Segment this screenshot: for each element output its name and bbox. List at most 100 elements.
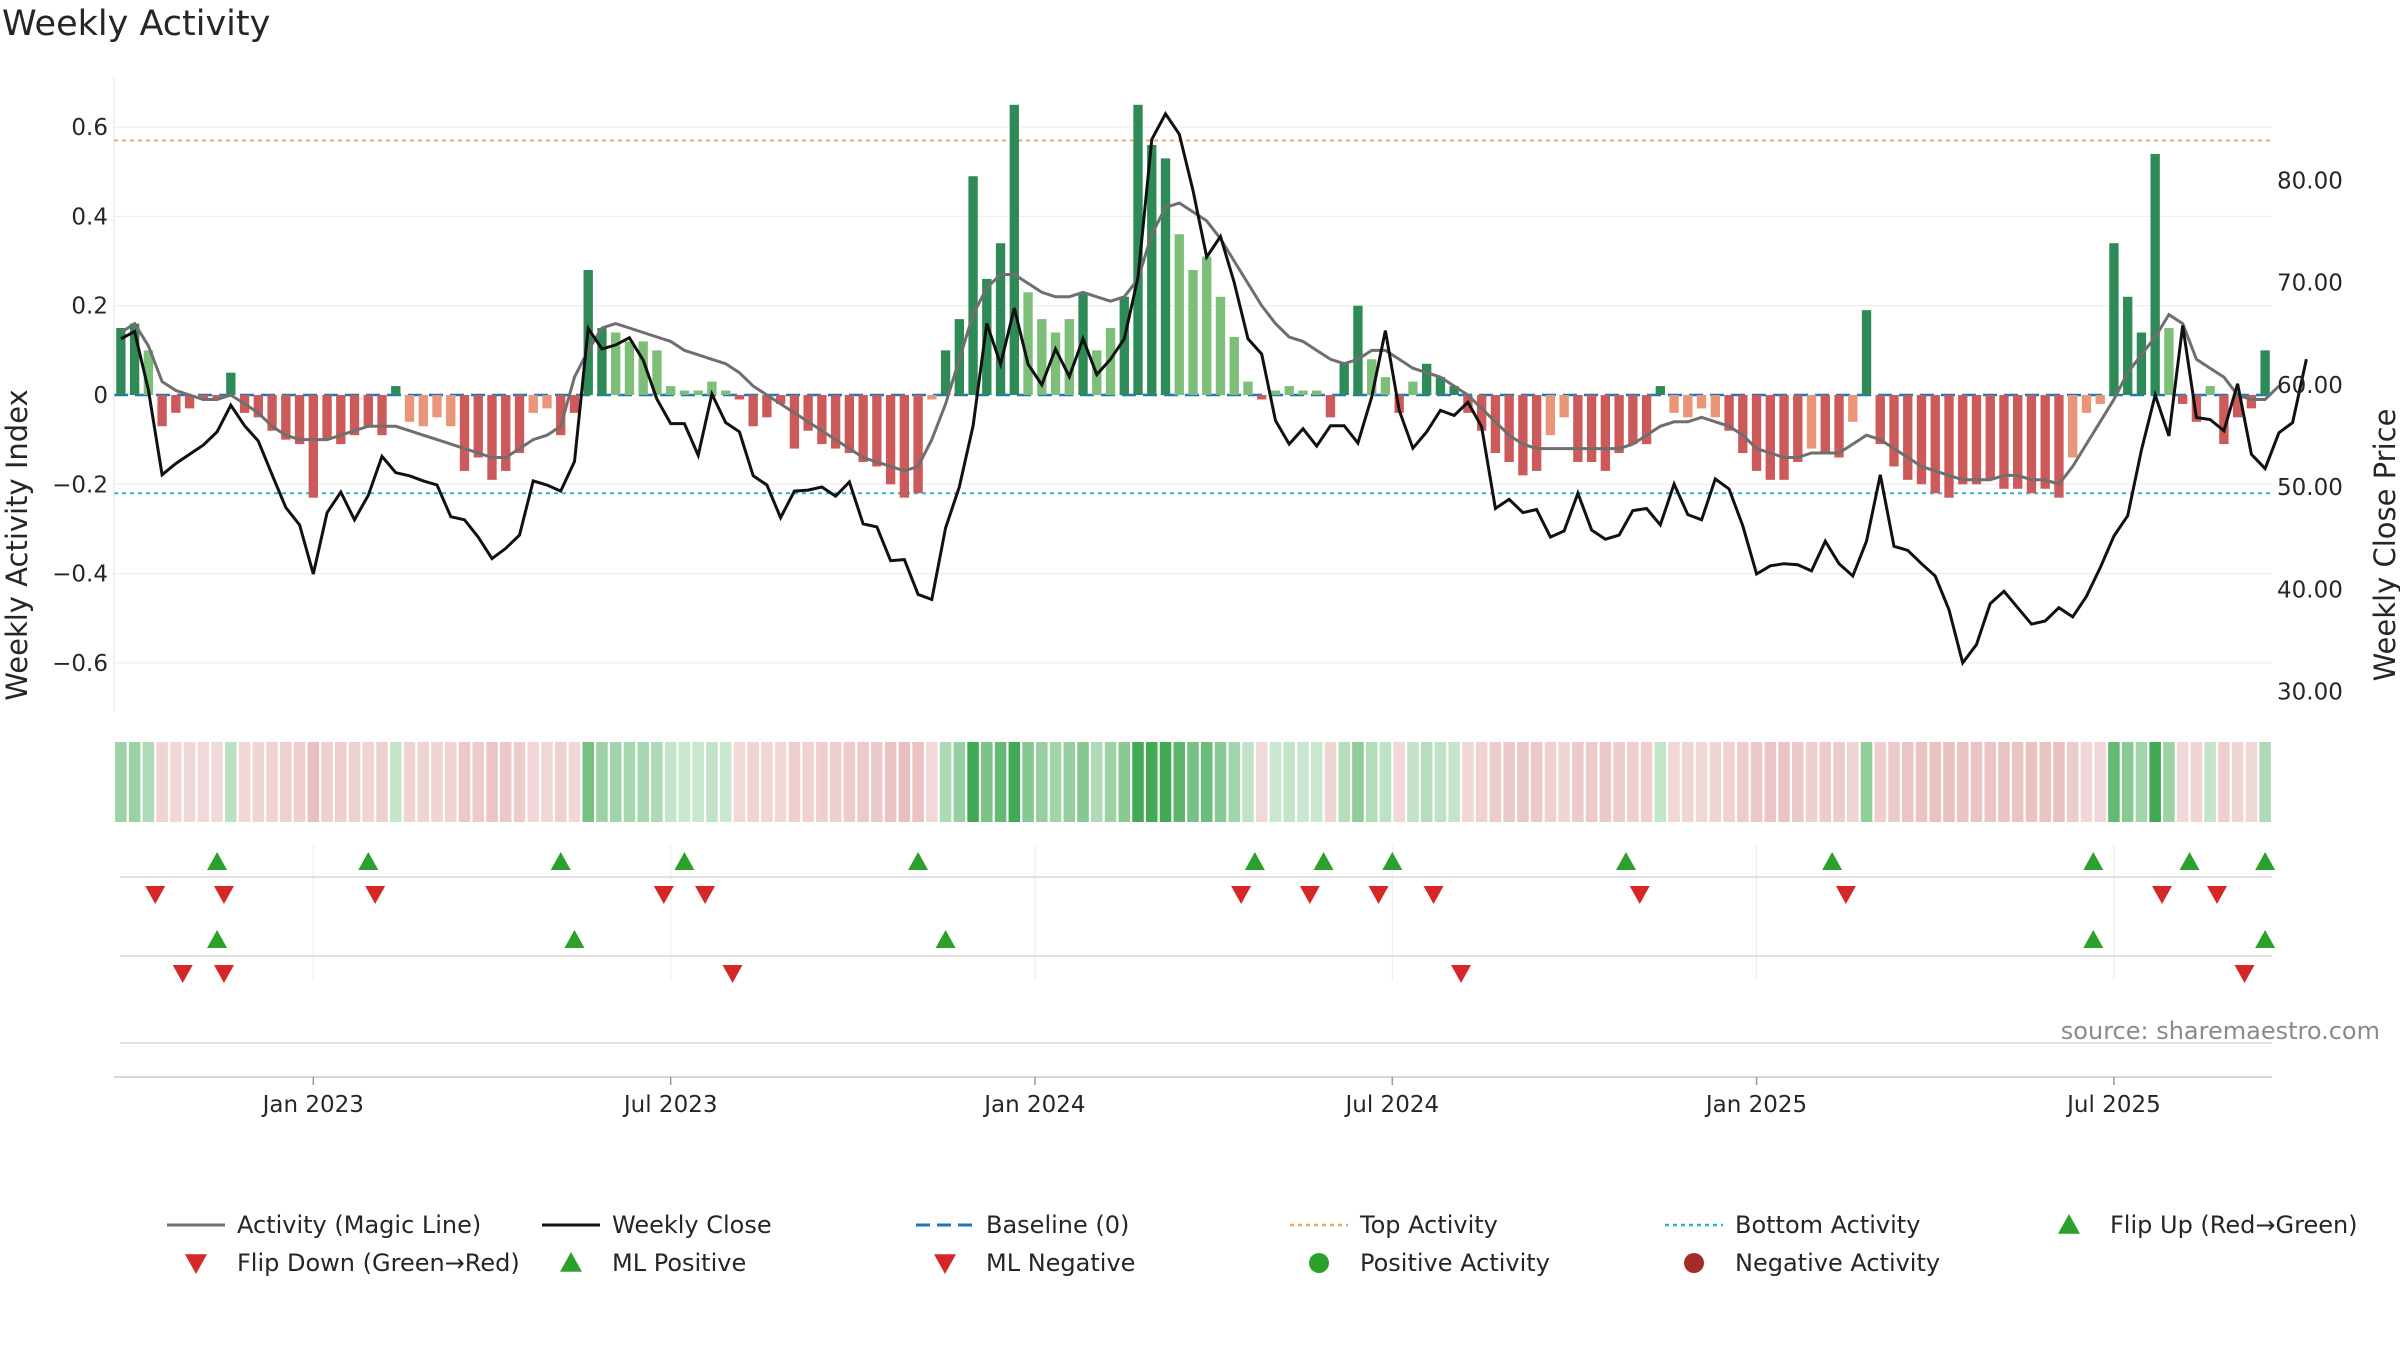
ml-positive-marker	[2255, 930, 2276, 948]
activity-bar	[1339, 363, 1349, 395]
activity-strip-cell	[2053, 742, 2065, 822]
activity-strip-cell	[1214, 742, 1227, 822]
activity-strip-cell	[266, 742, 278, 822]
activity-bar	[2109, 243, 2119, 395]
activity-bar	[995, 243, 1006, 395]
activity-strip-cell	[1764, 742, 1777, 822]
flip-down-marker	[2152, 886, 2173, 904]
activity-strip-cell	[1874, 742, 1887, 822]
activity-strip-cell	[1668, 742, 1680, 822]
activity-bar	[212, 395, 222, 400]
activity-bars	[116, 104, 2270, 498]
activity-bar	[830, 395, 841, 449]
flip-up-marker	[1382, 852, 1403, 870]
activity-strip-cell	[2080, 742, 2093, 822]
activity-bar	[817, 395, 827, 445]
activity-strip-cell	[747, 742, 759, 822]
activity-bar	[1930, 395, 1940, 494]
flip-up-marker	[2083, 852, 2104, 870]
legend-label: ML Positive	[612, 1249, 746, 1277]
activity-bar	[1614, 395, 1624, 454]
activity-bar	[459, 395, 470, 471]
activity-strip-cell	[664, 742, 677, 822]
activity-strip-cell	[1915, 742, 1928, 822]
activity-bar	[2232, 395, 2243, 418]
activity-bar	[1820, 395, 1830, 454]
activity-bar	[927, 395, 937, 400]
flip-down-marker	[1423, 886, 1444, 904]
activity-strip-cell	[197, 742, 210, 822]
activity-bar	[2081, 395, 2092, 413]
activity-strip-cell	[541, 742, 553, 822]
activity-bar	[775, 395, 786, 404]
y-tick-label: 0.2	[71, 294, 108, 320]
flip-down-marker	[1629, 886, 1650, 904]
activity-strip-cell	[1448, 742, 1460, 822]
activity-bar	[1160, 158, 1171, 395]
activity-strip-cell	[1187, 742, 1199, 822]
activity-strip-cell	[1599, 742, 1612, 822]
activity-strip-cell	[2204, 742, 2216, 822]
activity-bar	[1270, 390, 1281, 395]
activity-strip-cell	[871, 742, 883, 822]
activity-strip-cell	[568, 742, 581, 822]
activity-strip-cell	[1407, 742, 1419, 822]
activity-bar	[638, 341, 648, 395]
ml-positive-marker	[207, 930, 228, 948]
activity-strip-cell	[1228, 742, 1241, 822]
y-tick-label: −0.4	[52, 562, 108, 588]
activity-strip-cell	[1778, 742, 1790, 822]
x-tick-label: Jul 2025	[2065, 1092, 2161, 1118]
activity-strip-cell	[458, 742, 471, 822]
flip-up-marker	[207, 852, 228, 870]
activity-bar	[913, 395, 923, 494]
activity-bar	[1738, 395, 1748, 454]
legend-label: Activity (Magic Line)	[237, 1211, 481, 1239]
activity-bar	[1133, 104, 1143, 396]
activity-bar	[1353, 305, 1363, 395]
ml-negative-marker	[213, 965, 234, 983]
activity-strip-cell	[321, 742, 333, 822]
activity-strip-cell	[1819, 742, 1832, 822]
activity-strip-cell	[981, 742, 993, 822]
activity-bar	[624, 341, 635, 395]
activity-bar	[487, 395, 497, 480]
activity-bar	[858, 395, 868, 462]
y2-tick-label: 50.00	[2277, 475, 2343, 501]
activity-strip-cell	[1503, 742, 1515, 822]
activity-bar	[2246, 395, 2257, 409]
y2-axis-label: Weekly Close Price	[2368, 409, 2400, 682]
activity-strip-cell	[376, 742, 388, 822]
activity-strip-cell	[307, 742, 320, 822]
flip-down-marker	[213, 886, 234, 904]
flip-markers	[120, 852, 2276, 1044]
activity-strip-cell	[1091, 742, 1103, 822]
activity-strip-cell	[472, 742, 485, 822]
activity-strip-cell	[637, 742, 649, 822]
activity-strip-cell	[1846, 742, 1859, 822]
activity-bar	[171, 395, 181, 413]
activity-strip-cell	[2094, 742, 2106, 822]
activity-bar	[404, 395, 415, 422]
activity-bar	[1284, 386, 1294, 395]
activity-strip-cell	[335, 742, 347, 822]
activity-strip-cell	[1695, 742, 1708, 822]
activity-bar	[2136, 332, 2147, 395]
activity-bar	[611, 332, 621, 395]
activity-bar	[501, 395, 511, 471]
legend-swatch	[1684, 1253, 1704, 1273]
activity-strip-cell	[1530, 742, 1543, 822]
activity-strip-cell	[1833, 742, 1845, 822]
activity-strip-cell	[802, 742, 814, 822]
activity-strip-cell	[527, 742, 540, 822]
activity-strip-cell	[1145, 742, 1158, 822]
activity-strip-cell	[183, 742, 196, 822]
grid-layer	[114, 126, 2272, 980]
activity-bar	[1806, 395, 1817, 449]
activity-strip-cell	[1792, 742, 1804, 822]
activity-strip-cell	[348, 742, 361, 822]
activity-bar	[1078, 292, 1088, 395]
activity-bar	[363, 395, 373, 427]
flip-down-marker	[365, 886, 386, 904]
